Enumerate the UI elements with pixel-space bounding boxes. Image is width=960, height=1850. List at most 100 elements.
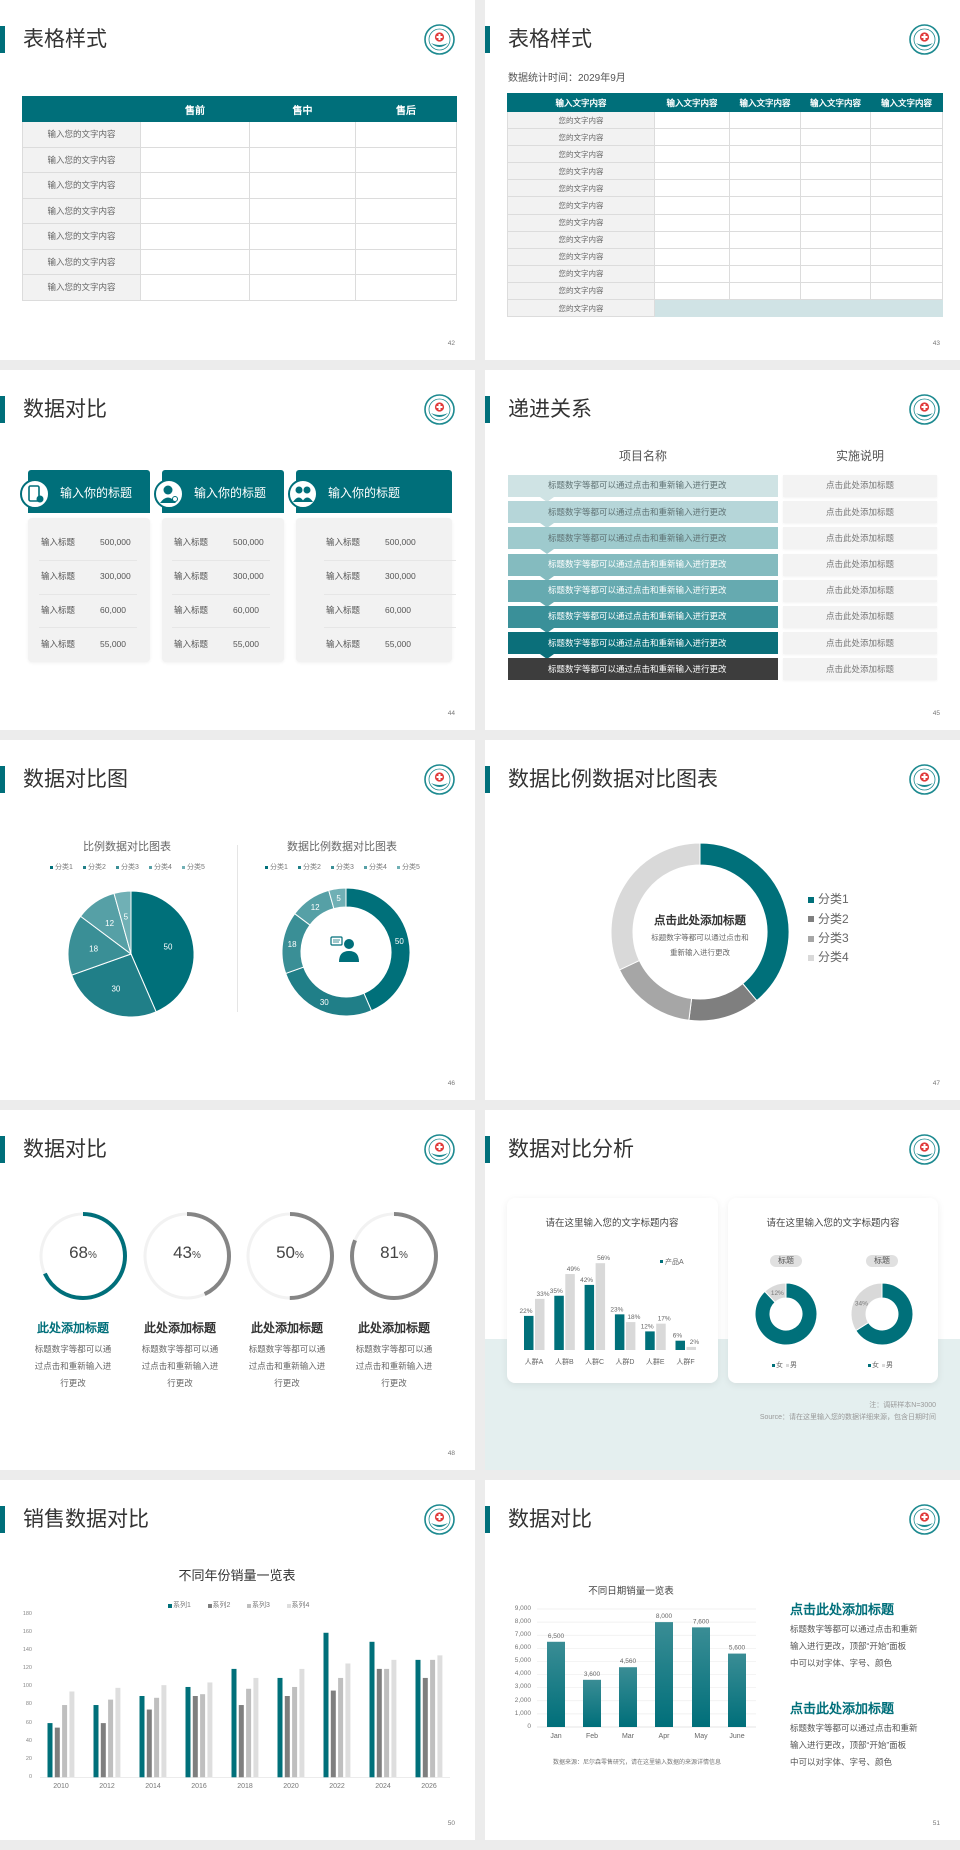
- table-cell[interactable]: [654, 213, 730, 232]
- summary-cell[interactable]: [654, 299, 943, 318]
- table-cell[interactable]: [800, 213, 871, 232]
- table-cell[interactable]: [800, 247, 871, 266]
- progression-step[interactable]: 标题数字等都可以通过点击和重新输入进行更改: [508, 501, 778, 524]
- row-label[interactable]: 输入您的文字内容: [22, 121, 141, 148]
- table-cell[interactable]: [249, 223, 356, 250]
- table-cell[interactable]: [800, 281, 871, 301]
- table-cell[interactable]: [249, 172, 356, 199]
- progression-step[interactable]: 标题数字等都可以通过点击和重新输入进行更改: [508, 606, 778, 628]
- table-cell[interactable]: [355, 197, 457, 224]
- table-cell[interactable]: [870, 162, 943, 181]
- table-cell[interactable]: [355, 146, 457, 173]
- row-label[interactable]: 您的文字内容: [507, 128, 655, 147]
- row-label[interactable]: 您的文字内容: [507, 179, 655, 198]
- table-cell[interactable]: [654, 247, 730, 266]
- table-cell[interactable]: [870, 196, 943, 215]
- table-cell[interactable]: [355, 274, 457, 301]
- row-label[interactable]: 您的文字内容: [507, 230, 655, 249]
- row-label[interactable]: 输入您的文字内容: [22, 248, 141, 275]
- row-label[interactable]: 您的文字内容: [507, 110, 655, 130]
- step-note[interactable]: 点击此处添加标题: [783, 475, 937, 497]
- row-label[interactable]: 您的文字内容: [507, 213, 655, 232]
- row-label[interactable]: 输入您的文字内容: [22, 197, 141, 224]
- step-note[interactable]: 点击此处添加标题: [783, 527, 937, 550]
- table-cell[interactable]: [654, 230, 730, 249]
- table-cell[interactable]: [140, 146, 250, 173]
- progression-step[interactable]: 标题数字等都可以通过点击和重新输入进行更改: [508, 553, 778, 576]
- table-cell[interactable]: [800, 162, 871, 181]
- table-cell[interactable]: [355, 172, 457, 199]
- table-cell[interactable]: [870, 110, 943, 130]
- table-cell[interactable]: [654, 264, 730, 283]
- table-cell[interactable]: [249, 146, 356, 173]
- row-label[interactable]: 输入您的文字内容: [22, 172, 141, 199]
- table-cell[interactable]: [249, 248, 356, 275]
- table-cell[interactable]: [140, 223, 250, 250]
- row-label[interactable]: 您的文字内容: [507, 196, 655, 215]
- step-note[interactable]: 点击此处添加标题: [783, 501, 937, 524]
- table-cell[interactable]: [870, 281, 943, 301]
- table-cell[interactable]: [654, 281, 730, 301]
- table-cell[interactable]: [870, 264, 943, 283]
- table-cell[interactable]: [729, 179, 801, 198]
- step-note[interactable]: 点击此处添加标题: [783, 579, 937, 602]
- table-cell[interactable]: [800, 128, 871, 147]
- row-label[interactable]: 输入您的文字内容: [22, 146, 141, 173]
- table-cell[interactable]: [729, 247, 801, 266]
- row-label[interactable]: 您的文字内容: [507, 299, 655, 318]
- table-cell[interactable]: [729, 196, 801, 215]
- table-cell[interactable]: [355, 121, 457, 148]
- table-cell[interactable]: [654, 162, 730, 181]
- table-cell[interactable]: [729, 145, 801, 164]
- step-note[interactable]: 点击此处添加标题: [783, 606, 937, 628]
- table-cell[interactable]: [800, 179, 871, 198]
- table-cell[interactable]: [870, 230, 943, 249]
- row-label[interactable]: 您的文字内容: [507, 145, 655, 164]
- table-cell[interactable]: [729, 281, 801, 301]
- table-cell[interactable]: [140, 121, 250, 148]
- table-cell[interactable]: [870, 128, 943, 147]
- progression-step[interactable]: 标题数字等都可以通过点击和重新输入进行更改: [508, 579, 778, 602]
- step-note[interactable]: 点击此处添加标题: [783, 553, 937, 576]
- table-cell[interactable]: [729, 230, 801, 249]
- table-cell[interactable]: [800, 196, 871, 215]
- row-label[interactable]: 输入您的文字内容: [22, 274, 141, 301]
- table-cell[interactable]: [729, 162, 801, 181]
- progression-step[interactable]: 标题数字等都可以通过点击和重新输入进行更改: [508, 475, 778, 497]
- table-cell[interactable]: [870, 145, 943, 164]
- table-cell[interactable]: [654, 110, 730, 130]
- table-cell[interactable]: [654, 145, 730, 164]
- step-note[interactable]: 点击此处添加标题: [783, 632, 937, 655]
- table-cell[interactable]: [249, 121, 356, 148]
- row-label[interactable]: 您的文字内容: [507, 281, 655, 301]
- table-cell[interactable]: [870, 179, 943, 198]
- progression-step[interactable]: 标题数字等都可以通过点击和重新输入进行更改: [508, 658, 778, 681]
- table-cell[interactable]: [140, 274, 250, 301]
- table-cell[interactable]: [249, 197, 356, 224]
- table-cell[interactable]: [355, 248, 457, 275]
- table-cell[interactable]: [355, 223, 457, 250]
- table-cell[interactable]: [729, 264, 801, 283]
- table-cell[interactable]: [140, 197, 250, 224]
- progression-step[interactable]: 标题数字等都可以通过点击和重新输入进行更改: [508, 527, 778, 550]
- table-cell[interactable]: [800, 145, 871, 164]
- table-cell[interactable]: [140, 248, 250, 275]
- progression-step[interactable]: 标题数字等都可以通过点击和重新输入进行更改: [508, 632, 778, 655]
- table-cell[interactable]: [654, 179, 730, 198]
- table-cell[interactable]: [729, 213, 801, 232]
- table-cell[interactable]: [800, 264, 871, 283]
- table-cell[interactable]: [249, 274, 356, 301]
- table-cell[interactable]: [800, 230, 871, 249]
- row-label[interactable]: 输入您的文字内容: [22, 223, 141, 250]
- table-cell[interactable]: [654, 128, 730, 147]
- table-cell[interactable]: [800, 110, 871, 130]
- table-cell[interactable]: [870, 213, 943, 232]
- table-cell[interactable]: [870, 247, 943, 266]
- table-cell[interactable]: [140, 172, 250, 199]
- table-cell[interactable]: [654, 196, 730, 215]
- row-label[interactable]: 您的文字内容: [507, 264, 655, 283]
- table-cell[interactable]: [729, 128, 801, 147]
- row-label[interactable]: 您的文字内容: [507, 162, 655, 181]
- row-label[interactable]: 您的文字内容: [507, 247, 655, 266]
- table-cell[interactable]: [729, 110, 801, 130]
